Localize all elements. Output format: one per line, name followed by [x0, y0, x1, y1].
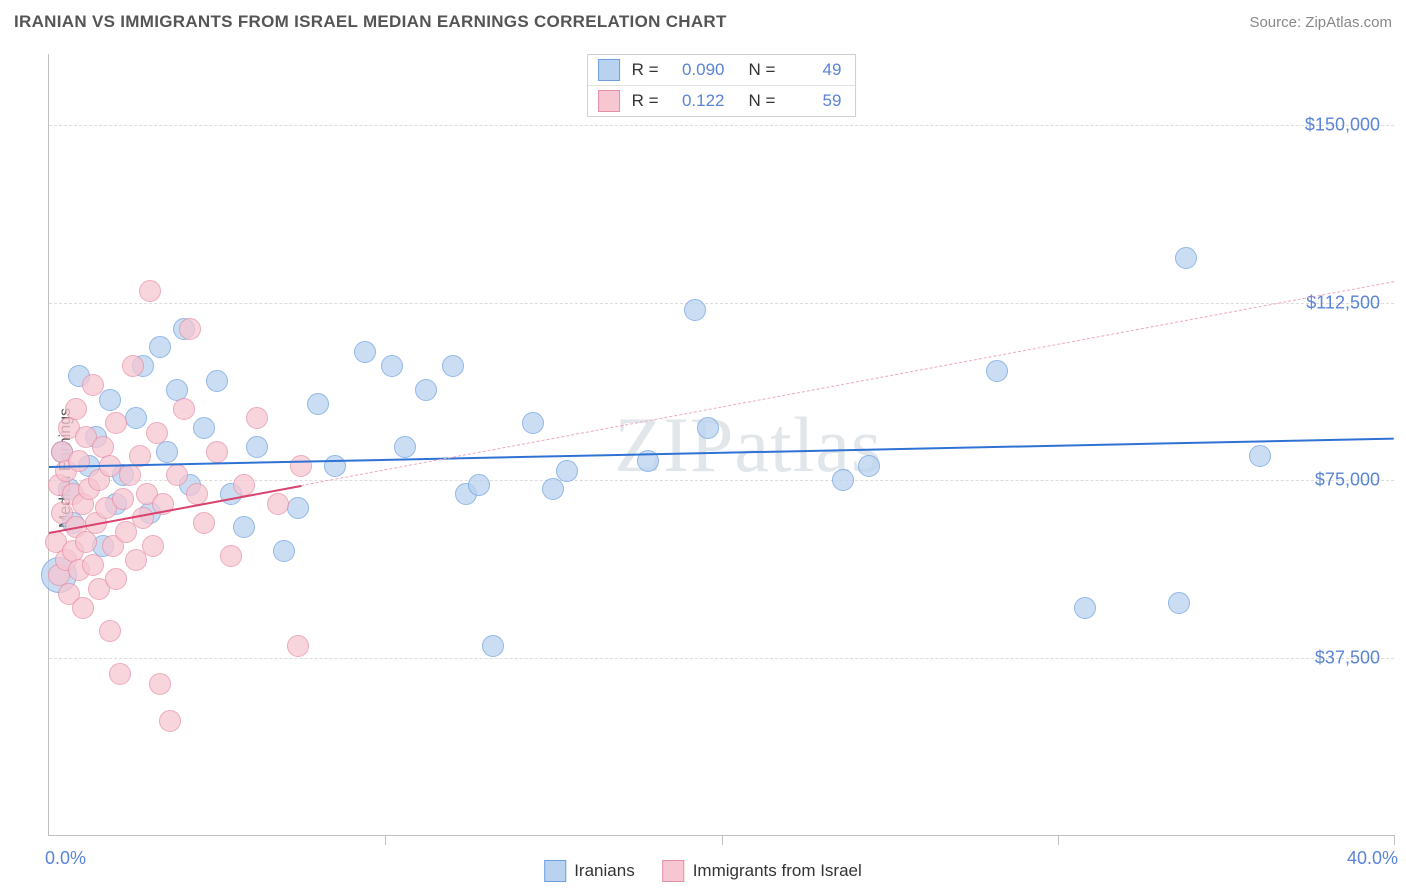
y-tick-label: $150,000 [1305, 115, 1380, 136]
data-point-israel [68, 450, 90, 472]
stat-r-value: 0.090 [669, 60, 725, 80]
stat-n-label: N = [749, 60, 776, 80]
stat-n-value: 49 [785, 60, 841, 80]
legend-label: Immigrants from Israel [693, 861, 862, 881]
data-point-iranians [556, 460, 578, 482]
data-point-iranians [1175, 247, 1197, 269]
data-point-iranians [273, 540, 295, 562]
data-point-iranians [442, 355, 464, 377]
legend-swatch [663, 860, 685, 882]
data-point-israel [290, 455, 312, 477]
data-point-iranians [246, 436, 268, 458]
data-point-israel [246, 407, 268, 429]
data-point-israel [122, 355, 144, 377]
gridline [49, 658, 1394, 659]
data-point-israel [105, 412, 127, 434]
legend-swatch [598, 59, 620, 81]
x-tick [1058, 835, 1059, 845]
data-point-israel [82, 374, 104, 396]
data-point-iranians [1249, 445, 1271, 467]
data-point-iranians [125, 407, 147, 429]
data-point-israel [206, 441, 228, 463]
data-point-iranians [354, 341, 376, 363]
stat-r-label: R = [632, 91, 659, 111]
data-point-iranians [684, 299, 706, 321]
data-point-iranians [697, 417, 719, 439]
data-point-iranians [99, 389, 121, 411]
data-point-israel [99, 620, 121, 642]
stat-r-label: R = [632, 60, 659, 80]
legend-swatch [544, 860, 566, 882]
data-point-iranians [324, 455, 346, 477]
data-point-iranians [1168, 592, 1190, 614]
data-point-iranians [468, 474, 490, 496]
chart-title: IRANIAN VS IMMIGRANTS FROM ISRAEL MEDIAN… [14, 12, 727, 32]
data-point-israel [267, 493, 289, 515]
data-point-iranians [832, 469, 854, 491]
stats-row-iranians: R = 0.090 N = 49 [588, 55, 856, 85]
data-point-iranians [542, 478, 564, 500]
x-tick [385, 835, 386, 845]
data-point-iranians [482, 635, 504, 657]
x-axis-min-label: 0.0% [45, 848, 86, 869]
x-axis-max-label: 40.0% [1347, 848, 1398, 869]
data-point-israel [72, 597, 94, 619]
data-point-israel [109, 663, 131, 685]
legend-item-israel: Immigrants from Israel [663, 860, 862, 882]
data-point-israel [146, 422, 168, 444]
gridline [49, 125, 1394, 126]
x-tick [1394, 835, 1395, 845]
data-point-israel [65, 398, 87, 420]
data-point-iranians [149, 336, 171, 358]
data-point-israel [139, 280, 161, 302]
legend-swatch [598, 90, 620, 112]
data-point-iranians [233, 516, 255, 538]
stat-n-label: N = [749, 91, 776, 111]
data-point-israel [220, 545, 242, 567]
chart-area: Median Earnings ZIPatlas R =0.090N =49R … [0, 44, 1406, 892]
data-point-iranians [415, 379, 437, 401]
data-point-iranians [206, 370, 228, 392]
data-point-iranians [156, 441, 178, 463]
data-point-iranians [858, 455, 880, 477]
x-tick [722, 835, 723, 845]
stat-r-value: 0.122 [669, 91, 725, 111]
y-tick-label: $75,000 [1315, 470, 1380, 491]
data-point-israel [287, 635, 309, 657]
data-point-israel [119, 464, 141, 486]
stat-n-value: 59 [785, 91, 841, 111]
data-point-iranians [522, 412, 544, 434]
series-legend: Iranians Immigrants from Israel [544, 860, 862, 882]
legend-item-iranians: Iranians [544, 860, 634, 882]
chart-header: IRANIAN VS IMMIGRANTS FROM ISRAEL MEDIAN… [0, 0, 1406, 44]
gridline [49, 303, 1394, 304]
legend-label: Iranians [574, 861, 634, 881]
data-point-iranians [287, 497, 309, 519]
stats-row-israel: R = 0.122 N = 59 [588, 85, 856, 116]
data-point-israel [82, 554, 104, 576]
chart-source: Source: ZipAtlas.com [1249, 14, 1392, 31]
data-point-israel [112, 488, 134, 510]
data-point-israel [166, 464, 188, 486]
data-point-iranians [307, 393, 329, 415]
data-point-israel [159, 710, 181, 732]
data-point-israel [179, 318, 201, 340]
trend-line-israel [301, 281, 1394, 486]
data-point-israel [105, 568, 127, 590]
data-point-israel [233, 474, 255, 496]
data-point-iranians [381, 355, 403, 377]
data-point-iranians [193, 417, 215, 439]
data-point-israel [193, 512, 215, 534]
data-point-israel [142, 535, 164, 557]
y-tick-label: $37,500 [1315, 647, 1380, 668]
data-point-israel [173, 398, 195, 420]
data-point-israel [75, 531, 97, 553]
data-point-iranians [986, 360, 1008, 382]
plot-region: ZIPatlas R =0.090N =49R =0.122N =59 0.0%… [48, 54, 1394, 836]
data-point-iranians [1074, 597, 1096, 619]
data-point-iranians [394, 436, 416, 458]
stats-legend: R = 0.090 N = 49 R = 0.122 N = 59 [587, 54, 857, 117]
data-point-israel [149, 673, 171, 695]
